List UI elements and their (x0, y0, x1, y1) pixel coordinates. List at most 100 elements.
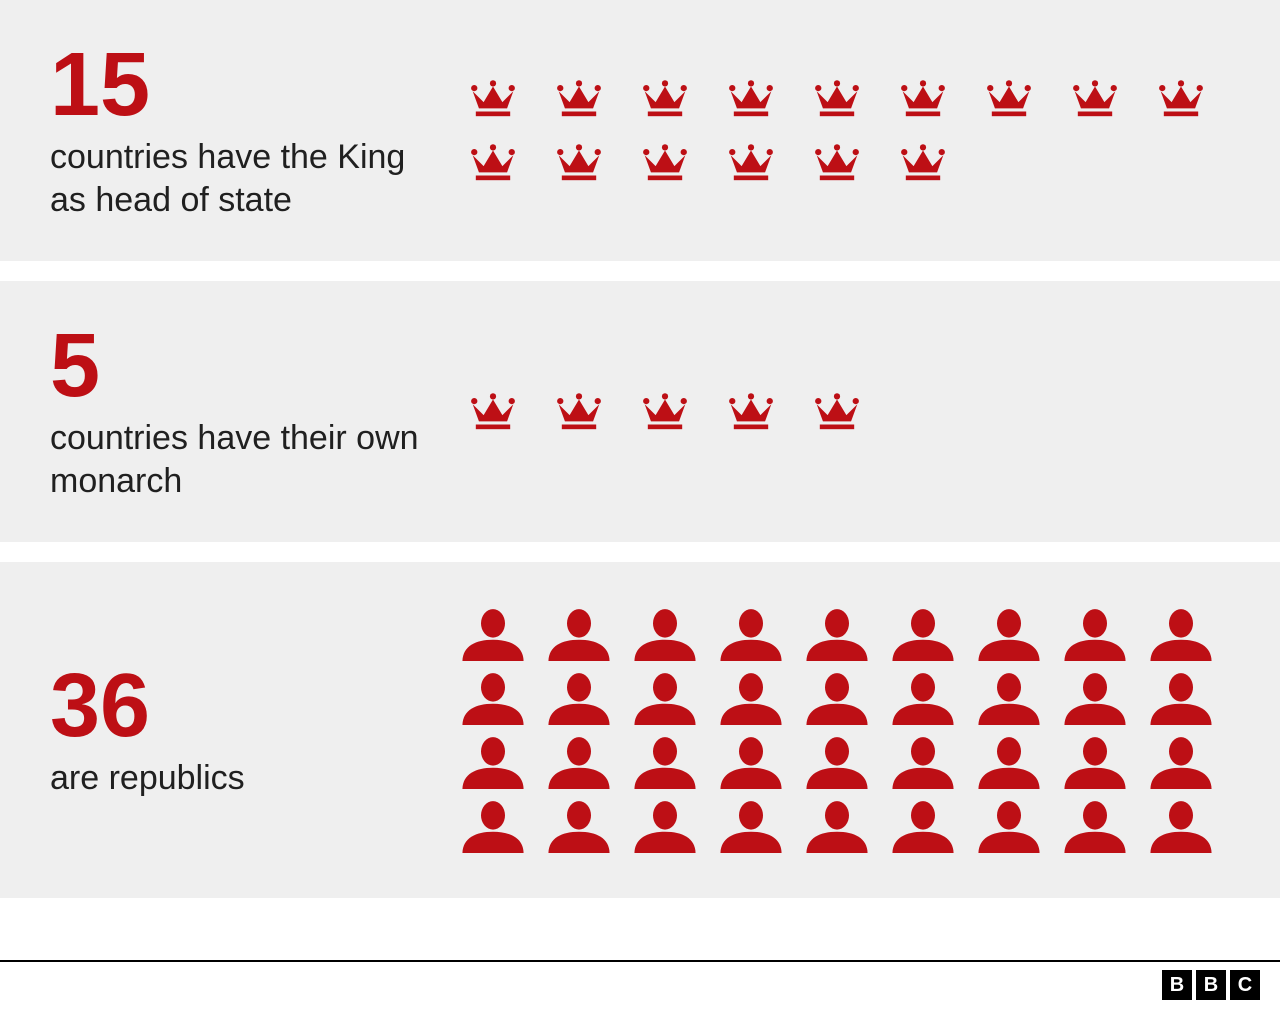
crown-icon (898, 74, 948, 124)
person-icon (544, 671, 614, 726)
bbc-logo-box: B (1162, 970, 1192, 1000)
icon-cell (1138, 666, 1224, 730)
person-icon (630, 607, 700, 662)
text-block: 5countries have their own monarch (50, 321, 450, 502)
crown-icon (726, 138, 776, 188)
icon-cell (880, 67, 966, 131)
person-icon (1146, 607, 1216, 662)
icon-cell (708, 380, 794, 444)
crown-icon (468, 74, 518, 124)
person-icon (888, 799, 958, 854)
crown-icon (640, 138, 690, 188)
icon-cell (622, 794, 708, 858)
person-icon (888, 607, 958, 662)
person-icon (802, 799, 872, 854)
icon-cell (966, 666, 1052, 730)
crown-icon (812, 387, 862, 437)
icon-cell (966, 730, 1052, 794)
person-icon (544, 607, 614, 662)
crown-icon (640, 74, 690, 124)
person-icon (802, 607, 872, 662)
stat-description: countries have their own monarch (50, 417, 450, 502)
stat-number: 15 (50, 40, 450, 130)
icon-cell (966, 602, 1052, 666)
icon-cell (794, 380, 880, 444)
icon-cell (794, 666, 880, 730)
icon-cell (708, 602, 794, 666)
person-icon (1060, 799, 1130, 854)
icon-grid (450, 380, 1224, 444)
person-icon (458, 735, 528, 790)
person-icon (1060, 671, 1130, 726)
icon-cell (450, 794, 536, 858)
icon-cell (794, 794, 880, 858)
crown-icon (812, 138, 862, 188)
crown-icon (984, 74, 1034, 124)
stat-number: 36 (50, 661, 450, 751)
person-icon (544, 735, 614, 790)
bbc-logo-box: B (1196, 970, 1226, 1000)
person-icon (974, 671, 1044, 726)
person-icon (544, 799, 614, 854)
icon-cell (1052, 730, 1138, 794)
bbc-logo: BBC (1162, 970, 1260, 1000)
stat-description: are republics (50, 757, 450, 800)
icon-cell (622, 131, 708, 195)
person-icon (1060, 607, 1130, 662)
crown-icon (554, 74, 604, 124)
icon-cell (450, 602, 536, 666)
person-icon (974, 735, 1044, 790)
icon-cell (1138, 67, 1224, 131)
icon-cell (622, 730, 708, 794)
icon-cell (1052, 602, 1138, 666)
icon-cell (880, 602, 966, 666)
icon-cell (450, 730, 536, 794)
icon-cell (708, 131, 794, 195)
person-icon (630, 735, 700, 790)
icon-cell (1052, 666, 1138, 730)
icon-cell (536, 131, 622, 195)
text-block: 36 are republics (50, 661, 450, 800)
icon-cell (794, 67, 880, 131)
crown-icon (554, 387, 604, 437)
icon-cell (966, 67, 1052, 131)
icon-cell (536, 602, 622, 666)
icon-cell (708, 730, 794, 794)
icon-cell (622, 666, 708, 730)
person-icon (458, 671, 528, 726)
footer-bar: BBC (0, 960, 1280, 1000)
panel-republics: 36 are republics (0, 562, 1280, 898)
icon-cell (450, 67, 536, 131)
icon-cell (622, 380, 708, 444)
icon-cell (708, 666, 794, 730)
icon-cell (880, 666, 966, 730)
panel-king-head-of-state: 15countries have the King as head of sta… (0, 0, 1280, 261)
icon-cell (966, 794, 1052, 858)
person-icon (888, 671, 958, 726)
icon-cell (536, 666, 622, 730)
person-icon (1146, 799, 1216, 854)
icon-cell (536, 380, 622, 444)
panels-container: 15countries have the King as head of sta… (0, 0, 1280, 898)
icon-cell (794, 131, 880, 195)
text-block: 15countries have the King as head of sta… (50, 40, 450, 221)
panel-own-monarch: 5countries have their own monarch (0, 281, 1280, 542)
person-icon (458, 607, 528, 662)
icon-grid (450, 602, 1224, 858)
person-icon (716, 735, 786, 790)
bbc-logo-box: C (1230, 970, 1260, 1000)
icon-grid (450, 67, 1224, 195)
icon-cell (880, 794, 966, 858)
icon-cell (708, 794, 794, 858)
icon-cell (794, 730, 880, 794)
icon-cell (536, 730, 622, 794)
icon-cell (536, 794, 622, 858)
icon-cell (1138, 730, 1224, 794)
icon-cell (450, 131, 536, 195)
person-icon (802, 671, 872, 726)
crown-icon (898, 138, 948, 188)
icon-cell (708, 67, 794, 131)
icon-cell (1052, 794, 1138, 858)
stat-description: countries have the King as head of state (50, 136, 450, 221)
icon-cell (450, 666, 536, 730)
